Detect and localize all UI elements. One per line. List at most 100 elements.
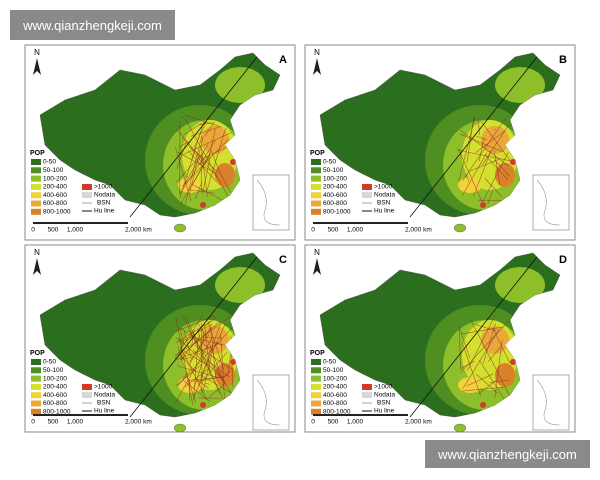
legend-label: 600-800 — [43, 400, 67, 407]
bsn-link — [194, 181, 203, 199]
bsn-link — [468, 159, 500, 172]
bsn-link — [181, 136, 205, 166]
bsn-link — [209, 382, 227, 398]
north-label: N — [314, 48, 320, 57]
bsn-link — [175, 364, 202, 386]
inset — [252, 374, 290, 431]
bsn-link — [206, 128, 226, 190]
bsn-link — [182, 316, 221, 394]
bsn-link — [494, 128, 496, 131]
legend-swatch — [311, 200, 321, 207]
hu-line — [129, 56, 258, 218]
bsn-link — [193, 337, 199, 399]
bsn-link — [184, 315, 226, 405]
bsn-link — [178, 141, 189, 148]
scale-label: 1,000 — [347, 227, 364, 234]
legend-swatch — [311, 359, 321, 365]
legend-label: Nodata — [374, 392, 395, 399]
bsn-link — [466, 373, 494, 387]
legend-label: 800-1000 — [43, 209, 71, 216]
scale-label: 500 — [328, 419, 339, 426]
bsn-link — [205, 382, 211, 385]
legend-label: 200-400 — [43, 384, 67, 391]
bsn-link — [177, 325, 235, 387]
scale-label: 500 — [328, 227, 339, 234]
bsn-link — [462, 117, 507, 181]
legend-label: 400-600 — [323, 392, 347, 399]
scale-label: 0 — [311, 227, 315, 234]
legend-swatch — [82, 384, 92, 390]
bsn-link — [175, 320, 213, 344]
bsn-link — [210, 327, 217, 379]
city — [510, 159, 516, 165]
bsn-link — [201, 154, 203, 191]
bsn-link — [179, 146, 197, 199]
bsn-link — [175, 336, 183, 345]
legend-label: Hu line — [374, 408, 395, 415]
legend-label: 600-800 — [323, 200, 347, 207]
bsn-link — [176, 142, 187, 170]
city — [230, 359, 236, 365]
bsn-link — [175, 152, 204, 184]
bsn-link — [199, 122, 213, 126]
bsn-link — [461, 342, 482, 397]
legend-swatch — [362, 384, 372, 390]
city — [200, 202, 206, 208]
bsn-link — [473, 150, 492, 197]
bsn-link — [466, 315, 496, 371]
legend-swatch — [31, 192, 41, 199]
legend-swatch — [311, 383, 321, 390]
legend-swatch — [31, 375, 41, 382]
bsn-link — [182, 316, 218, 345]
inset-coast — [256, 179, 281, 226]
bsn-link — [189, 334, 210, 363]
bsn-link — [470, 320, 514, 404]
hu-line — [409, 56, 538, 218]
legend-swatch — [311, 367, 321, 374]
scale-label: 0 — [31, 419, 35, 426]
zone — [458, 377, 482, 393]
legend-label: 50-100 — [323, 167, 344, 174]
density — [425, 67, 545, 215]
legend-swatch — [82, 184, 92, 190]
watermark: www.qianzhengkeji.com — [425, 440, 590, 468]
bsn-link — [482, 323, 496, 364]
bsn-link — [460, 133, 504, 153]
scale-bar — [313, 414, 408, 416]
legend-swatch — [31, 159, 41, 165]
legend-swatch — [311, 175, 321, 182]
bsn-link — [481, 121, 514, 166]
legend-label: 50-100 — [43, 367, 64, 374]
scale-label: 500 — [48, 419, 59, 426]
legend-swatch — [311, 375, 321, 382]
bsn-link — [182, 138, 229, 187]
legend-label: 100-200 — [323, 175, 347, 182]
legend-label: 200-400 — [323, 384, 347, 391]
bsn-link — [193, 314, 233, 344]
legend-label: 0-50 — [43, 159, 56, 166]
scale-label: 1,000 — [347, 419, 364, 426]
legend-title: POP — [310, 150, 325, 157]
legend-swatch — [362, 192, 372, 198]
scale-label: 2,000 km — [125, 419, 152, 426]
legend-label: 0-50 — [43, 359, 56, 366]
scale-label: 0 — [311, 419, 315, 426]
legend-swatch — [311, 392, 321, 399]
bsn-link — [215, 341, 223, 346]
bsn-link — [475, 130, 505, 153]
north-arrow — [313, 58, 321, 75]
panel-letter: B — [559, 54, 567, 66]
city — [230, 159, 236, 165]
bsn-link — [185, 119, 232, 203]
legend-swatch — [31, 200, 41, 207]
bsn-link — [179, 327, 185, 345]
bsn-link — [179, 160, 202, 195]
bsn-link — [189, 336, 229, 347]
scale-label: 500 — [48, 227, 59, 234]
bsn-link — [180, 357, 191, 360]
legend-label: 400-600 — [43, 392, 67, 399]
bsn-link — [175, 317, 193, 405]
